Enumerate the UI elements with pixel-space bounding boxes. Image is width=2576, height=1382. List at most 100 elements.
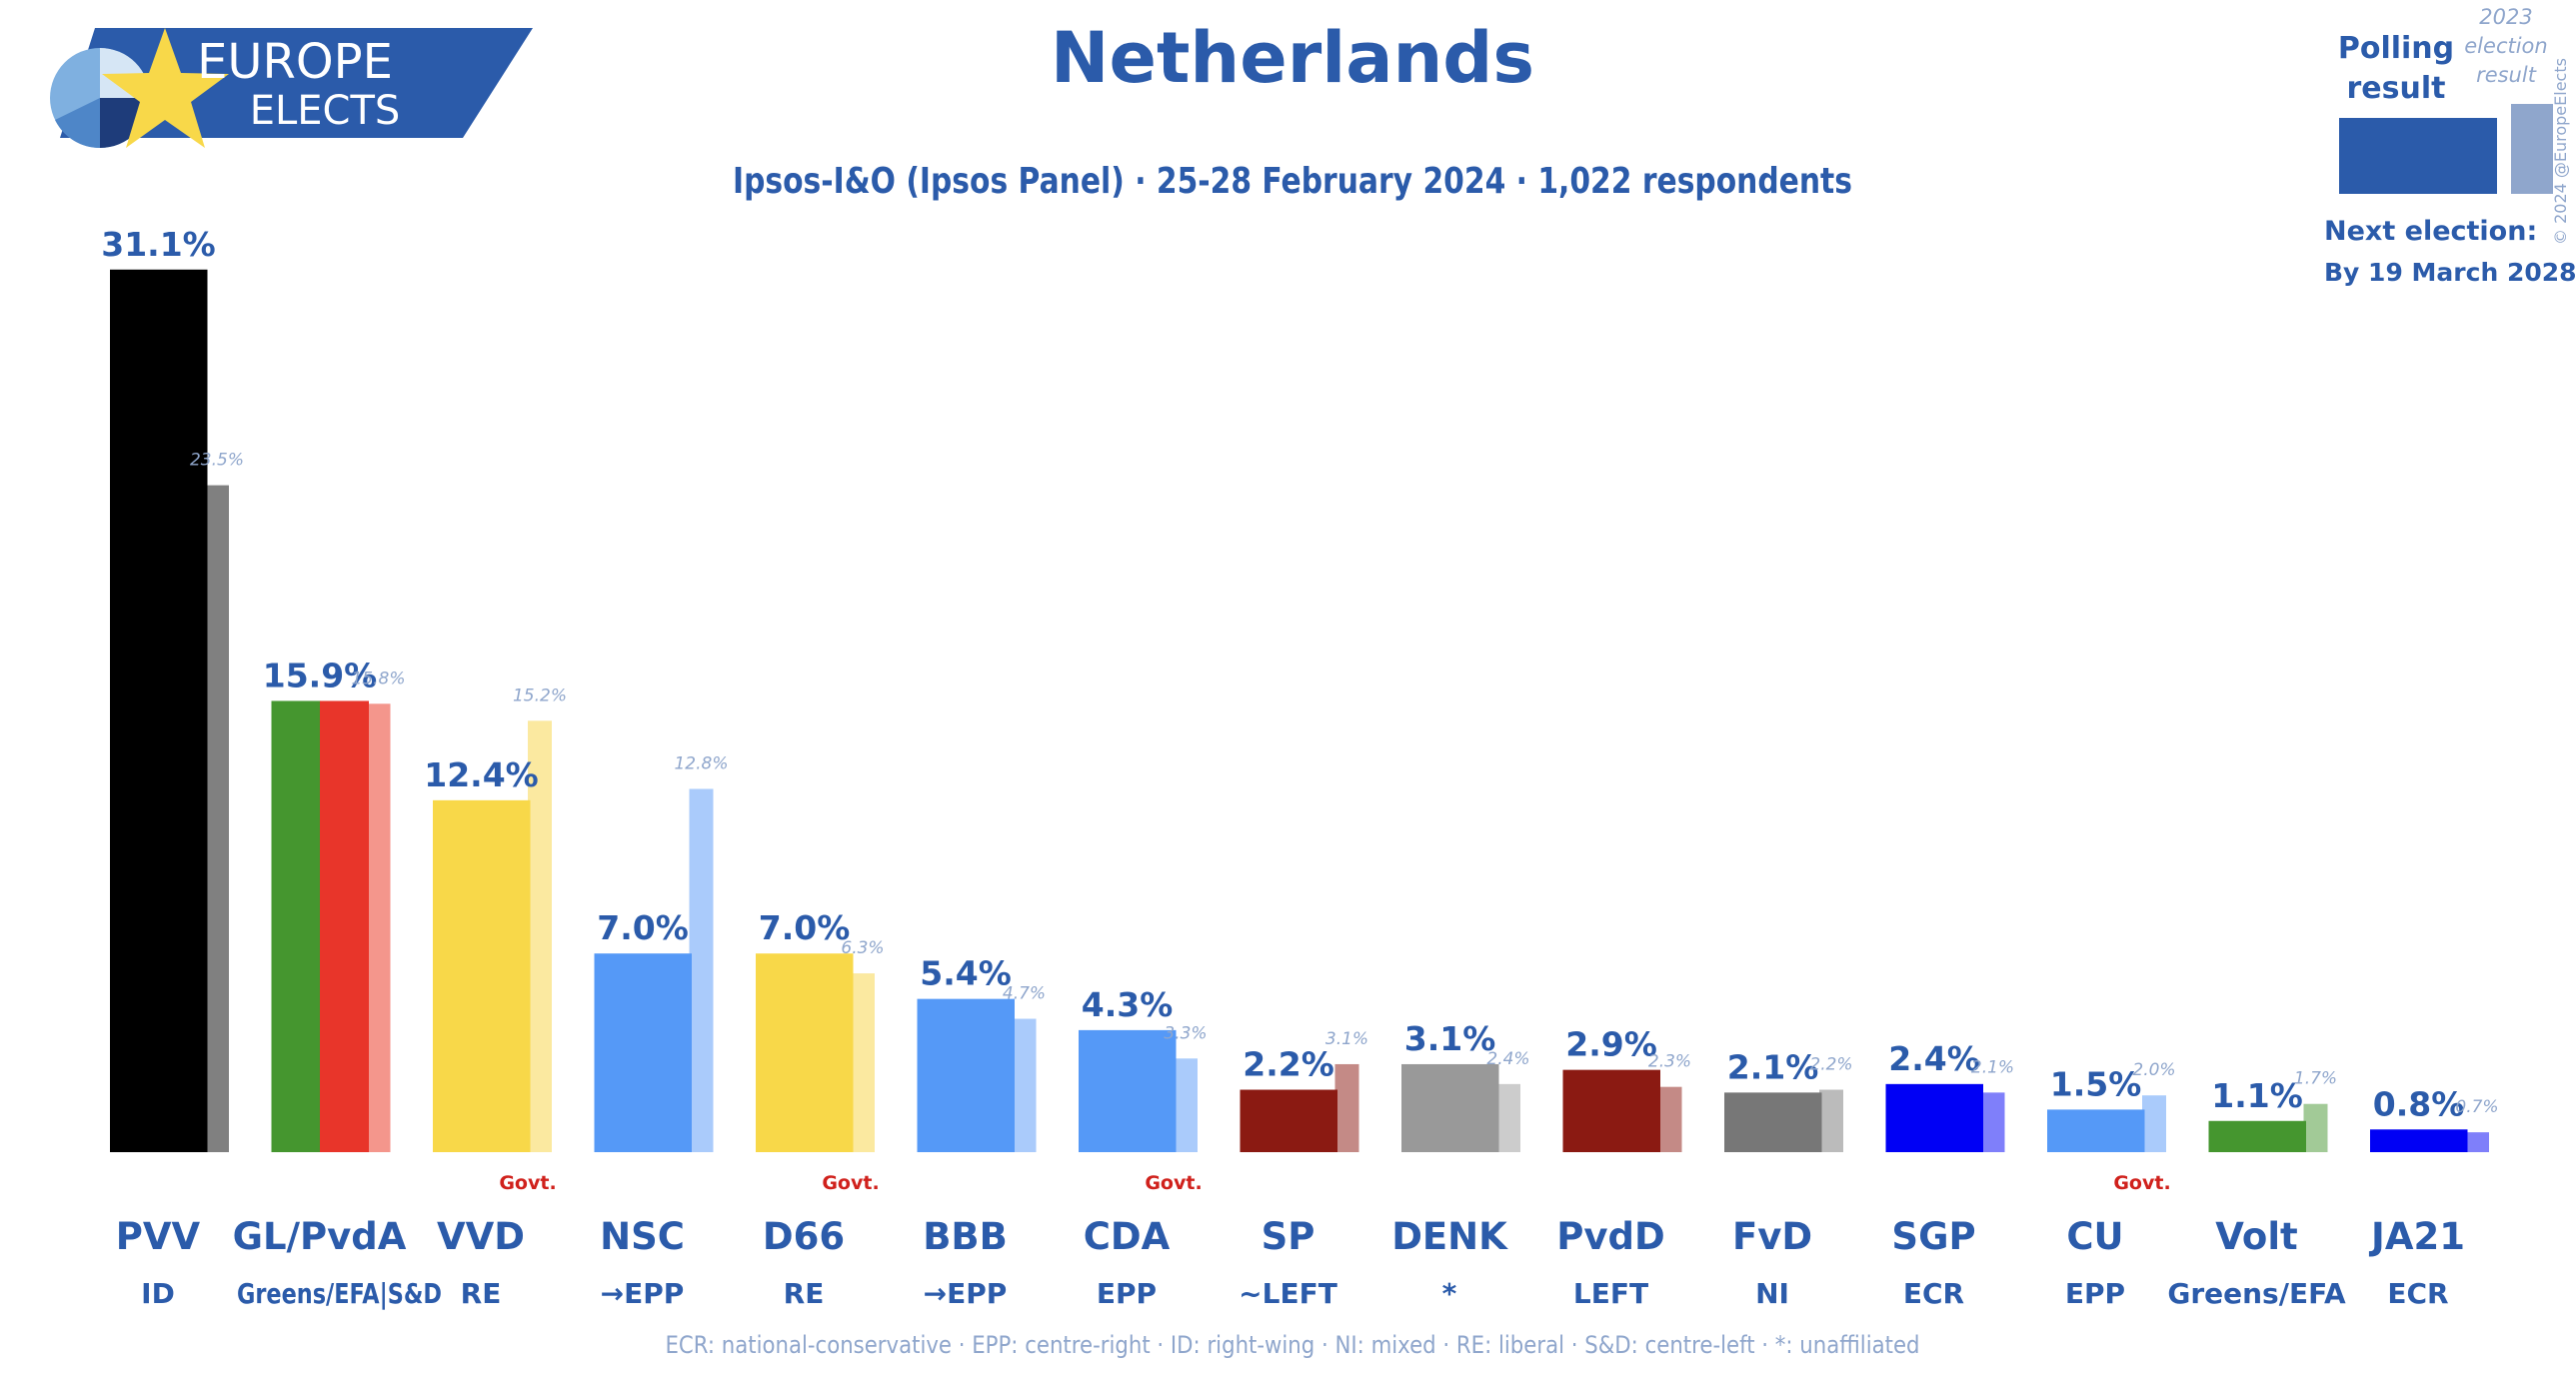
footnote: ECR: national-conservative · EPP: centre… <box>666 1331 1920 1359</box>
party-group-fvd: NI <box>1755 1277 1789 1310</box>
previous-bar-pvdd <box>1657 1086 1682 1152</box>
party-name-sp: SP <box>1262 1215 1315 1258</box>
value-label-pvdd: 2.9% <box>1565 1025 1657 1064</box>
logo-line2: ELECTS <box>250 88 401 134</box>
party-group-cu: EPP <box>2065 1277 2125 1310</box>
party-group-gl-pvda: Greens/EFA|S&D <box>237 1277 442 1310</box>
party-name-nsc: NSC <box>600 1215 685 1258</box>
bar-d66 <box>756 953 854 1152</box>
previous-label-volt: 1.7% <box>2294 1069 2337 1089</box>
logo-line1: EUROPE <box>197 34 393 90</box>
legend-election-swatch <box>2511 104 2553 194</box>
previous-label-d66: 6.3% <box>841 938 884 958</box>
previous-bar-sp <box>1334 1063 1359 1152</box>
legend-polling-swatch <box>2339 118 2497 194</box>
previous-bar-sgp <box>1980 1092 2005 1152</box>
previous-label-cu: 2.0% <box>2132 1060 2175 1080</box>
party-group-pvdd: LEFT <box>1573 1277 1648 1310</box>
value-label-fvd: 2.1% <box>1727 1047 1819 1086</box>
previous-label-ja21: 0.7% <box>2455 1097 2498 1117</box>
chart-subtitle: Ipsos-I&O (Ipsos Panel) · 25-28 February… <box>733 161 1852 202</box>
legend-polling-label: Polling result <box>2338 31 2454 106</box>
chart-title: Netherlands <box>1051 17 1534 99</box>
value-label-vvd: 12.4% <box>424 755 539 794</box>
previous-bar-ja21 <box>2465 1132 2489 1152</box>
party-name-cda: CDA <box>1084 1215 1171 1258</box>
previous-label-sp: 3.1% <box>1325 1029 1368 1049</box>
bar-sp <box>1240 1089 1337 1152</box>
previous-bar-nsc <box>689 788 714 1152</box>
bars-group: 31.1% 23.5% PVV ID 15.9%15.8% GL/PvdA Greens/E… <box>101 225 2498 1310</box>
previous-bar-gl-pvda <box>366 703 391 1152</box>
party-name-volt: Volt <box>2215 1215 2297 1258</box>
europe-elects-logo: EUROPE ELECTS <box>50 28 533 149</box>
bar-pvv <box>110 269 208 1152</box>
value-label-sp: 2.2% <box>1243 1045 1334 1084</box>
party-name-bbb: BBB <box>923 1215 1008 1258</box>
party-name-pvdd: PvdD <box>1556 1215 1664 1258</box>
next-election-label: Next election: <box>2324 216 2537 247</box>
govt-label-cu: Govt. <box>2113 1172 2170 1194</box>
bar-gl-pvda-1 <box>271 700 321 1152</box>
bar-volt <box>2208 1120 2306 1152</box>
party-group-bbb: →EPP <box>924 1277 1008 1310</box>
bar-cu <box>2047 1109 2145 1152</box>
legend-election-label: 2023 election result <box>2464 5 2547 87</box>
party-group-pvv: ID <box>141 1277 175 1310</box>
copyright-text: © 2024 @EuropeElects <box>2551 58 2570 245</box>
bar-ja21 <box>2370 1129 2468 1152</box>
bar-fvd <box>1724 1092 1822 1152</box>
previous-label-denk: 2.4% <box>1486 1049 1529 1069</box>
party-group-denk: * <box>1442 1277 1457 1310</box>
party-group-ja21: ECR <box>2387 1277 2448 1310</box>
party-name-fvd: FvD <box>1732 1215 1812 1258</box>
party-group-volt: Greens/EFA <box>2167 1277 2346 1310</box>
govt-label-cda: Govt. <box>1145 1172 1202 1194</box>
party-group-sgp: ECR <box>1903 1277 1964 1310</box>
bar-bbb <box>917 998 1015 1152</box>
value-label-ja21: 0.8% <box>2373 1084 2465 1123</box>
previous-bar-pvv <box>205 485 229 1153</box>
legend: Polling result 2023 election result Next el… <box>2324 5 2576 287</box>
party-group-vvd: RE <box>461 1277 502 1310</box>
previous-label-cda: 3.3% <box>1164 1023 1207 1043</box>
previous-label-nsc: 12.8% <box>674 753 728 773</box>
party-name-vvd: VVD <box>437 1215 525 1258</box>
previous-bar-volt <box>2303 1103 2328 1152</box>
previous-label-pvdd: 2.3% <box>1648 1052 1691 1072</box>
party-name-gl-pvda: GL/PvdA <box>233 1215 407 1258</box>
next-election-date: By 19 March 2028 <box>2324 258 2576 287</box>
value-label-cu: 1.5% <box>2050 1064 2142 1103</box>
party-name-denk: DENK <box>1391 1215 1508 1258</box>
value-label-denk: 3.1% <box>1404 1019 1496 1058</box>
bar-denk <box>1401 1063 1499 1152</box>
value-label-sgp: 2.4% <box>1888 1039 1980 1078</box>
govt-label-d66: Govt. <box>822 1172 879 1194</box>
govt-label-vvd: Govt. <box>499 1172 556 1194</box>
party-group-sp: ~LEFT <box>1239 1277 1337 1310</box>
previous-bar-bbb <box>1012 1018 1037 1152</box>
bar-cda <box>1079 1029 1177 1152</box>
previous-bar-denk <box>1496 1083 1520 1152</box>
previous-bar-cu <box>2142 1095 2166 1152</box>
previous-bar-d66 <box>851 973 875 1152</box>
value-label-pvv: 31.1% <box>101 225 216 264</box>
bar-vvd <box>433 799 531 1152</box>
value-label-gl-pvda: 15.9% <box>263 656 378 694</box>
previous-label-vvd: 15.2% <box>513 686 567 705</box>
party-name-sgp: SGP <box>1891 1215 1975 1258</box>
party-group-cda: EPP <box>1097 1277 1157 1310</box>
previous-label-sgp: 2.1% <box>1971 1057 2014 1077</box>
previous-label-gl-pvda: 15.8% <box>351 669 405 689</box>
value-label-cda: 4.3% <box>1082 985 1174 1024</box>
party-name-ja21: JA21 <box>2368 1215 2465 1258</box>
party-name-pvv: PVV <box>116 1215 201 1258</box>
value-label-nsc: 7.0% <box>597 908 689 947</box>
previous-label-fvd: 2.2% <box>1809 1055 1852 1075</box>
previous-bar-cda <box>1174 1058 1198 1152</box>
bar-pvdd <box>1562 1069 1660 1152</box>
value-label-bbb: 5.4% <box>920 954 1012 993</box>
party-name-cu: CU <box>2066 1215 2123 1258</box>
value-label-volt: 1.1% <box>2211 1076 2303 1115</box>
